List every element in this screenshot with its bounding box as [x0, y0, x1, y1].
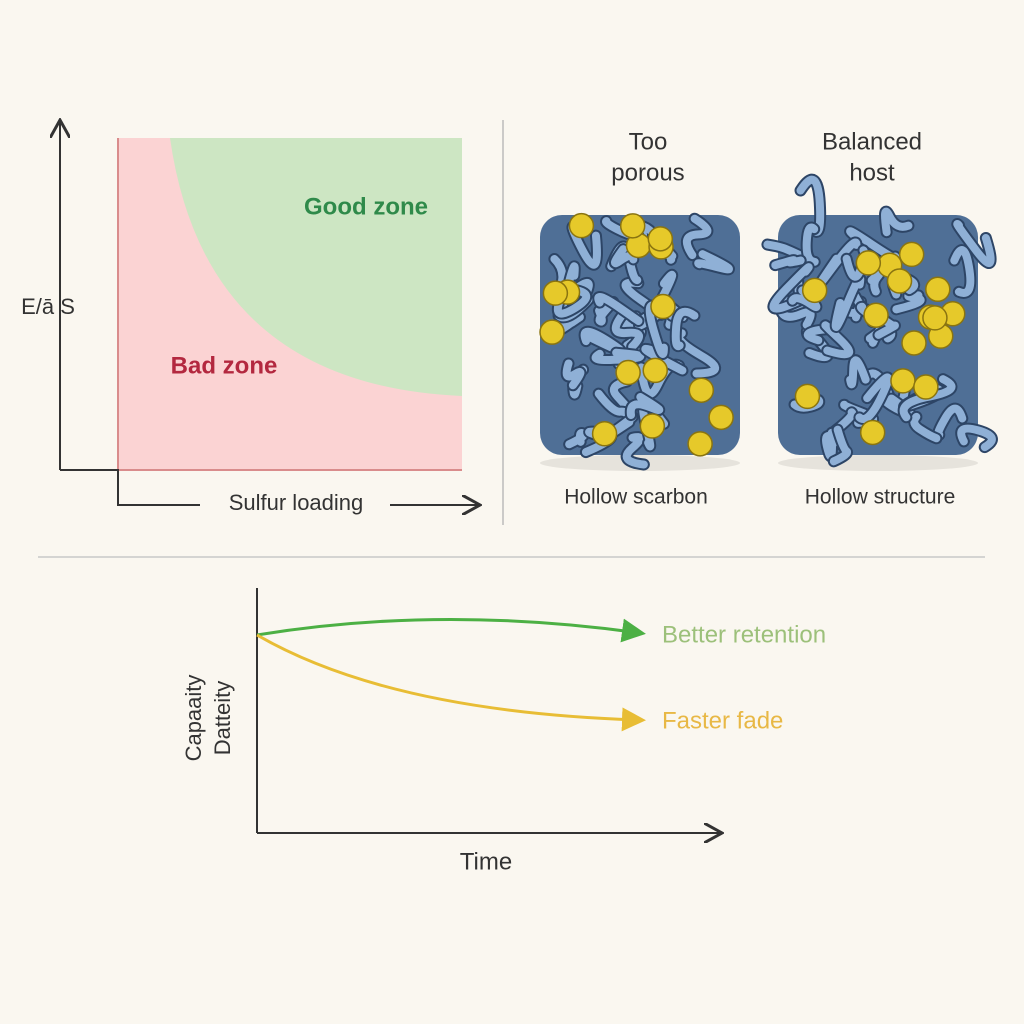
strand — [822, 428, 846, 461]
sulfur-particle — [688, 377, 715, 403]
bad-zone-label: Bad zone — [171, 352, 278, 379]
sulfur-particle — [568, 212, 595, 239]
strand — [881, 207, 913, 237]
strand — [802, 223, 819, 266]
x-axis — [60, 469, 200, 506]
strand — [694, 250, 733, 274]
strand — [611, 310, 643, 351]
x-axis-label: Time — [460, 848, 512, 875]
sulfur-particle — [642, 357, 668, 384]
host-structure — [539, 212, 740, 471]
sulfur-particle — [859, 419, 886, 446]
sulfur-particle — [922, 305, 948, 331]
sulfur-particle — [855, 250, 882, 276]
host-caption: Hollow structure — [805, 486, 956, 509]
fade-curve — [256, 633, 646, 732]
strand — [910, 412, 941, 443]
sulfur-particle — [650, 293, 676, 320]
sulfur-particle — [890, 368, 916, 394]
sulfur-particle — [591, 421, 618, 447]
sulfur-particle — [542, 280, 569, 306]
sulfur-particle — [539, 319, 565, 345]
sulfur-particle — [639, 413, 666, 439]
sulfur-particle — [901, 330, 927, 356]
sulfur-particle — [913, 374, 939, 400]
strand — [815, 238, 861, 288]
strand — [591, 348, 645, 364]
strand — [682, 214, 712, 260]
strand — [594, 293, 643, 325]
strand — [771, 256, 805, 270]
host-title: Balanced — [822, 128, 922, 155]
strand — [867, 270, 884, 296]
strand — [846, 356, 870, 389]
host-title: Too — [629, 128, 668, 155]
sulfur-particle — [615, 359, 641, 386]
good-zone-label: Good zone — [304, 193, 428, 220]
sulfur-particle — [898, 241, 925, 268]
strand — [950, 246, 975, 297]
sulfur-particle — [801, 277, 828, 304]
sulfur-particle — [687, 431, 713, 457]
sulfur-particle — [925, 276, 951, 303]
y-axis-label: E/ā S — [21, 294, 75, 319]
strand — [641, 344, 687, 375]
strand — [565, 429, 588, 449]
strand — [769, 263, 813, 313]
better-label: Better retention — [662, 621, 826, 648]
good-zone-area — [170, 138, 462, 396]
strand — [829, 425, 851, 466]
strand — [957, 424, 996, 452]
strand — [611, 245, 638, 268]
strand — [553, 286, 591, 318]
strand — [671, 307, 699, 351]
strand — [953, 220, 995, 267]
y-axis-label: Datteity — [210, 681, 235, 756]
strand — [626, 393, 664, 420]
sulfur-particle — [863, 302, 889, 328]
host-structure — [761, 173, 998, 471]
strand — [821, 321, 854, 359]
sulfur-particle — [886, 268, 913, 294]
better-curve — [256, 618, 646, 643]
strand — [562, 359, 585, 390]
host-caption: Hollow scarbon — [564, 486, 708, 509]
x-axis-label: Sulfur loading — [229, 490, 364, 515]
sulfur-particle — [647, 226, 674, 252]
strand — [622, 433, 648, 469]
strand — [763, 240, 807, 261]
shadow — [778, 455, 978, 471]
sulfur-particle — [794, 383, 821, 410]
fade-label: Faster fade — [662, 707, 783, 734]
sulfur-particle — [619, 213, 646, 239]
strand — [580, 327, 625, 355]
sulfur-particle — [708, 404, 734, 431]
host-title: porous — [611, 159, 684, 186]
host-title: host — [849, 159, 895, 186]
y-axis-label: Capaaity — [181, 675, 206, 762]
strand — [595, 298, 618, 326]
strand — [777, 307, 815, 329]
strand — [855, 373, 893, 423]
